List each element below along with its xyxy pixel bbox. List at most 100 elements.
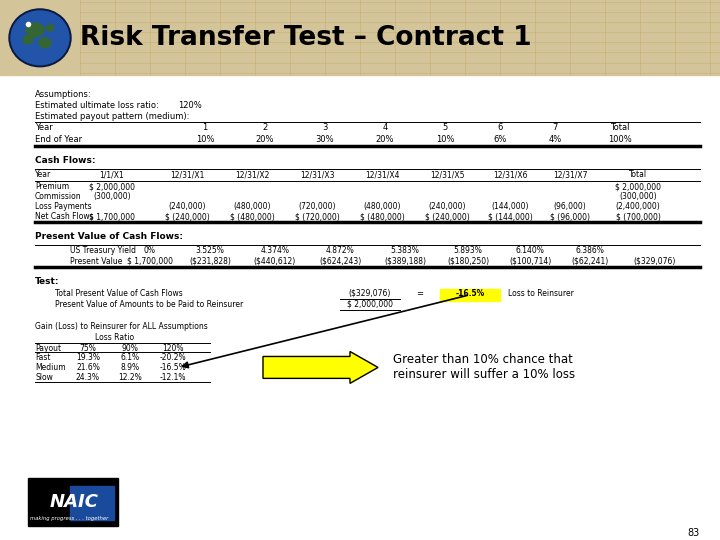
Text: 12/31/X4: 12/31/X4 (365, 170, 400, 179)
Bar (0, 0, 720, 75)
Bar (70, 486, 114, 520)
Text: (300,000): (300,000) (93, 192, 131, 201)
Text: 2: 2 (262, 124, 268, 132)
Text: Estimated payout pattern (medium):: Estimated payout pattern (medium): (35, 112, 189, 120)
Text: 6.140%: 6.140% (516, 246, 544, 255)
Text: 19.3%: 19.3% (76, 354, 100, 362)
Text: $ (480,000): $ (480,000) (359, 212, 405, 221)
Text: $ 2,000,000: $ 2,000,000 (347, 300, 393, 309)
Text: Test:: Test: (35, 277, 60, 286)
Ellipse shape (9, 9, 71, 67)
Text: =: = (416, 289, 423, 298)
Text: Slow: Slow (35, 373, 53, 382)
Text: (720,000): (720,000) (298, 202, 336, 211)
Text: 24.3%: 24.3% (76, 373, 100, 382)
Bar (440, 289, 500, 301)
Text: $ (240,000): $ (240,000) (165, 212, 210, 221)
Bar (28, 478, 118, 526)
Text: making progress . . . together: making progress . . . together (30, 516, 108, 521)
Text: 12/31/X2: 12/31/X2 (235, 170, 269, 179)
Text: $ (720,000): $ (720,000) (294, 212, 339, 221)
Text: (480,000): (480,000) (233, 202, 271, 211)
Text: 83: 83 (688, 528, 700, 538)
Text: Total: Total (611, 124, 630, 132)
Text: (2,400,000): (2,400,000) (616, 202, 660, 211)
Text: Fast: Fast (35, 354, 50, 362)
Text: Loss to Reinsurer: Loss to Reinsurer (508, 289, 574, 298)
Ellipse shape (39, 38, 51, 48)
Ellipse shape (23, 36, 33, 44)
Text: Loss Payments: Loss Payments (35, 202, 91, 211)
Text: 75%: 75% (80, 343, 96, 353)
Text: 3: 3 (323, 124, 328, 132)
Text: 3.525%: 3.525% (196, 246, 225, 255)
Text: 10%: 10% (196, 136, 215, 144)
Text: (300,000): (300,000) (619, 192, 657, 201)
Text: Present Value: Present Value (70, 257, 122, 266)
Text: ($440,612): ($440,612) (254, 257, 296, 266)
Text: 12.2%: 12.2% (118, 373, 142, 382)
Text: 12/31/X6: 12/31/X6 (492, 170, 527, 179)
Text: US Treasury Yield: US Treasury Yield (70, 246, 136, 255)
Text: ($231,828): ($231,828) (189, 257, 231, 266)
Text: -16.5%: -16.5% (455, 289, 485, 298)
Text: Commission: Commission (35, 192, 81, 201)
Text: 0%: 0% (144, 246, 156, 255)
Text: Greater than 10% chance that
reinsurer will suffer a 10% loss: Greater than 10% chance that reinsurer w… (393, 353, 575, 381)
Text: $ 1,700,000: $ 1,700,000 (89, 212, 135, 221)
Text: 30%: 30% (315, 136, 334, 144)
Text: NAIC: NAIC (50, 493, 99, 511)
Text: $ (480,000): $ (480,000) (230, 212, 274, 221)
Text: 12/31/X3: 12/31/X3 (300, 170, 334, 179)
Text: ($389,188): ($389,188) (384, 257, 426, 266)
Text: Present Value of Cash Flows:: Present Value of Cash Flows: (35, 232, 183, 241)
Text: Estimated ultimate loss ratio:: Estimated ultimate loss ratio: (35, 100, 158, 110)
Text: ($62,241): ($62,241) (572, 257, 608, 266)
Text: 6: 6 (498, 124, 503, 132)
Text: 4: 4 (382, 124, 387, 132)
Text: ($329,076): ($329,076) (348, 289, 391, 298)
Text: 1: 1 (202, 124, 207, 132)
Text: Premium: Premium (35, 182, 69, 191)
Text: Net Cash Flows: Net Cash Flows (35, 212, 94, 221)
Text: 6%: 6% (493, 136, 507, 144)
Text: Total: Total (629, 170, 647, 179)
Text: Payout: Payout (35, 343, 61, 353)
Ellipse shape (26, 23, 44, 37)
Text: ($180,250): ($180,250) (447, 257, 489, 266)
Text: 120%: 120% (178, 100, 202, 110)
Text: 5: 5 (442, 124, 448, 132)
Text: Cash Flows:: Cash Flows: (35, 157, 96, 165)
Text: -20.2%: -20.2% (160, 354, 186, 362)
Text: 100%: 100% (608, 136, 632, 144)
Text: ($624,243): ($624,243) (319, 257, 361, 266)
Text: 1/1/X1: 1/1/X1 (99, 170, 125, 179)
Text: 5.893%: 5.893% (454, 246, 482, 255)
Text: ($329,076): ($329,076) (634, 257, 676, 266)
Text: $ (700,000): $ (700,000) (616, 212, 660, 221)
Text: Total Present Value of Cash Flows: Total Present Value of Cash Flows (55, 289, 183, 298)
Text: Assumptions:: Assumptions: (35, 90, 91, 99)
Text: Risk Transfer Test – Contract 1: Risk Transfer Test – Contract 1 (80, 25, 531, 51)
Text: Year: Year (35, 124, 53, 132)
Ellipse shape (11, 11, 69, 65)
Text: (96,000): (96,000) (554, 202, 586, 211)
Text: 7: 7 (552, 124, 558, 132)
Text: $ 1,700,000: $ 1,700,000 (127, 257, 173, 266)
Text: ($100,714): ($100,714) (509, 257, 551, 266)
Text: -12.1%: -12.1% (160, 373, 186, 382)
Text: -16.5%: -16.5% (160, 363, 186, 373)
Text: 12/31/X5: 12/31/X5 (430, 170, 464, 179)
Text: (240,000): (240,000) (428, 202, 466, 211)
Text: 21.6%: 21.6% (76, 363, 100, 373)
Text: 20%: 20% (376, 136, 395, 144)
Text: 4.872%: 4.872% (325, 246, 354, 255)
Text: 120%: 120% (162, 343, 184, 353)
Text: 8.9%: 8.9% (120, 363, 140, 373)
Text: 12/31/X1: 12/31/X1 (170, 170, 204, 179)
Text: 12/31/X7: 12/31/X7 (553, 170, 588, 179)
Text: 4.374%: 4.374% (261, 246, 289, 255)
Text: 20%: 20% (256, 136, 274, 144)
Text: 10%: 10% (436, 136, 454, 144)
Text: Year: Year (35, 170, 51, 179)
